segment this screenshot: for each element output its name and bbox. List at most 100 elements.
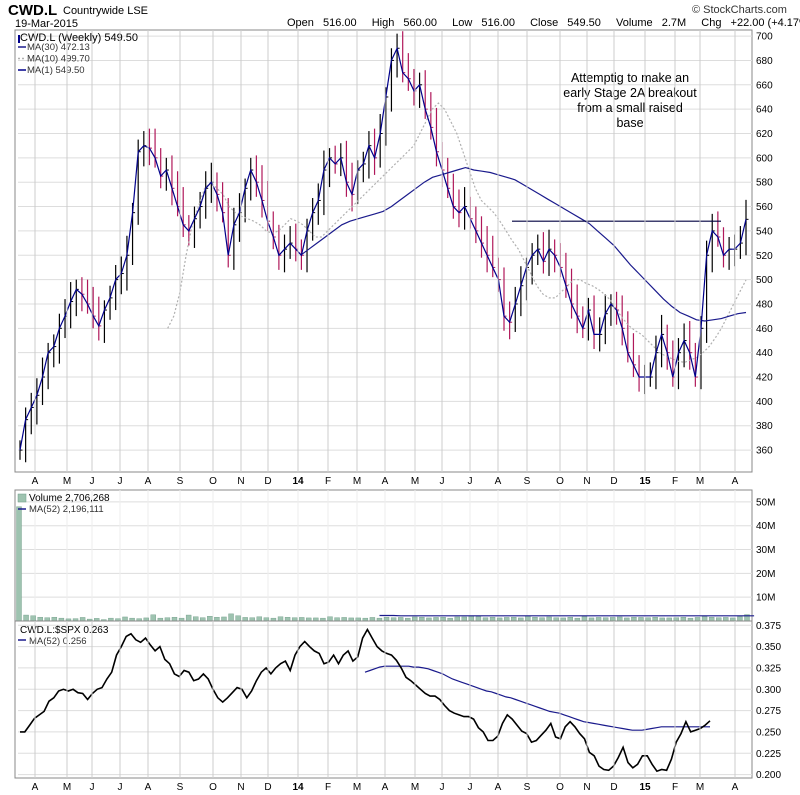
ratio-x-axis: A M J J A S O N D 14 F M A M J J A S O N D 15 F M A: [32, 621, 739, 793]
volume-bar: [602, 617, 609, 622]
price-x-axis: A M J J A S O N D 14 F M A M J J A S O N D 15 F M A: [32, 30, 739, 487]
brand-watermark[interactable]: © StockCharts.com: [692, 4, 787, 16]
volume-bar: [256, 616, 263, 622]
x-tick-label: J: [440, 782, 445, 793]
x-tick-label: J: [90, 782, 95, 793]
volume-bar: [369, 617, 376, 622]
volume-bar: [207, 616, 213, 622]
annotation-line: Attemptig to make an: [571, 71, 689, 85]
volume-bar: [277, 616, 284, 622]
volume-bar: [122, 616, 128, 622]
x-tick-label: F: [672, 476, 678, 487]
price-tick-label: 460: [756, 324, 773, 335]
x-tick-label: A: [495, 782, 502, 793]
ratio-ma-line: [364, 665, 710, 731]
volume-bar: [567, 616, 574, 622]
x-tick-label: J: [440, 476, 445, 487]
x-tick-label: N: [237, 476, 244, 487]
volume-bar: [539, 617, 545, 622]
close-value: 549.50: [567, 17, 601, 29]
x-tick-label: M: [63, 782, 71, 793]
volume-grid: [18, 490, 752, 621]
ma30-line: [300, 166, 747, 322]
chart-date: 19-Mar-2015: [15, 18, 78, 30]
volume-bar: [228, 613, 234, 622]
volume-bar: [617, 616, 623, 622]
price-tick-label: 660: [756, 80, 773, 91]
ratio-plot[interactable]: [20, 627, 711, 773]
volume-tick-label: 40M: [756, 521, 775, 532]
ratio-tick-label: 0.250: [756, 727, 781, 738]
volume-bar: [489, 616, 496, 622]
volume-bar: [44, 617, 50, 622]
quote-summary: Open 516.00 High 560.00 Low 516.00 Close…: [287, 17, 800, 29]
x-tick-label: J: [90, 476, 95, 487]
x-tick-label: S: [177, 782, 184, 793]
volume-bar: [546, 616, 552, 622]
x-tick-label: S: [524, 782, 531, 793]
x-tick-label: O: [209, 782, 217, 793]
volume-bar: [284, 616, 291, 622]
x-tick-label: 15: [639, 476, 651, 487]
x-tick-label: M: [63, 476, 71, 487]
volume-bar: [638, 617, 644, 622]
chg-label: Chg: [701, 17, 722, 29]
volume-bar: [327, 616, 333, 622]
annotation-line: early Stage 2A breakout: [563, 86, 697, 100]
volume-bar: [37, 616, 43, 622]
volume-y-axis: 10M 20M 30M 40M 50M: [756, 497, 775, 603]
volume-bar: [79, 617, 86, 622]
x-tick-label: M: [353, 782, 361, 793]
volume-bar: [503, 617, 510, 622]
volume-bar: [30, 615, 36, 622]
volume-bar: [419, 616, 425, 622]
volume-bar: [673, 617, 680, 622]
ratio-tick-label: 0.225: [756, 749, 781, 760]
annotation-line: base: [616, 116, 643, 130]
volume-bar: [701, 616, 708, 622]
volume-bar: [631, 616, 637, 622]
volume-bar: [341, 617, 347, 622]
volume-bar: [708, 616, 715, 622]
legend-swatch: [18, 35, 20, 43]
volume-bar: [291, 617, 298, 622]
x-tick-label: D: [610, 476, 617, 487]
volume-bar: [645, 617, 651, 622]
x-tick-label: J: [468, 476, 473, 487]
price-tick-label: 620: [756, 129, 773, 140]
volume-bar: [694, 617, 701, 622]
x-tick-label: N: [583, 476, 590, 487]
price-chart-title: CWD.L (Weekly) 549.50: [20, 32, 138, 44]
volume-bar: [397, 617, 404, 622]
volume-bar: [553, 617, 559, 622]
volume-bar: [680, 616, 687, 622]
legend-label: MA(1) 549.50: [27, 65, 85, 76]
price-tick-label: 500: [756, 275, 773, 286]
x-tick-label: S: [177, 476, 184, 487]
volume-bar: [214, 616, 220, 622]
price-y-axis: 360 380 400 420 440 460 480 500 520 540 560 580 600 6…: [756, 32, 773, 457]
volume-bar: [610, 617, 616, 622]
ratio-line: [20, 627, 711, 773]
ratio-tick-label: 0.200: [756, 770, 781, 781]
volume-bar: [200, 617, 206, 622]
x-tick-label: N: [237, 782, 244, 793]
x-tick-label: 14: [292, 782, 304, 793]
x-tick-label: J: [468, 782, 473, 793]
x-tick-label: O: [556, 782, 564, 793]
volume-bar: [525, 615, 531, 622]
volume-bar: [482, 617, 489, 622]
x-tick-label: O: [556, 476, 564, 487]
x-tick-label: M: [411, 782, 419, 793]
x-tick-label: N: [583, 782, 590, 793]
x-tick-label: A: [382, 476, 389, 487]
volume-label: Volume: [615, 17, 653, 29]
volume-bar: [716, 617, 722, 622]
high-label: High: [371, 17, 395, 29]
volume-bar: [51, 616, 58, 622]
volume-plot[interactable]: [16, 506, 755, 622]
